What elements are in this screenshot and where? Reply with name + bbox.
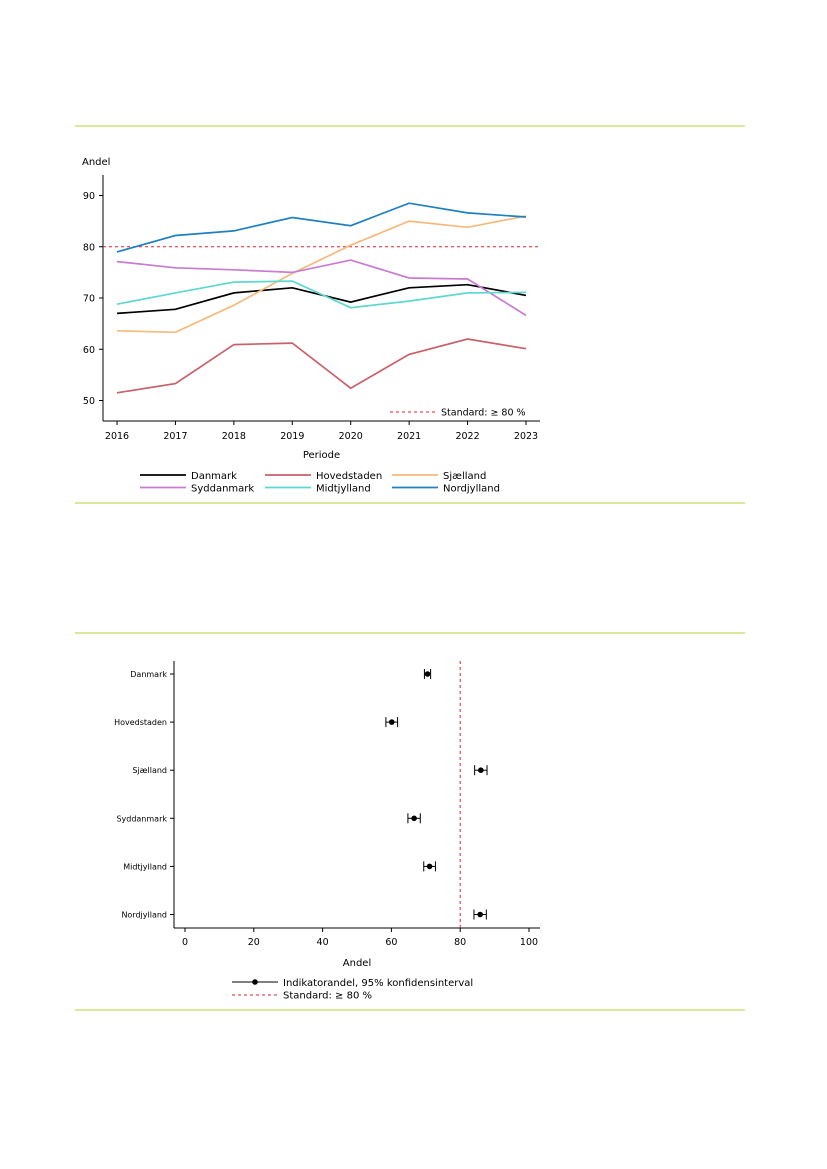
x-axis-label: Andel <box>343 958 371 969</box>
x-tick-label: 2021 <box>397 431 421 442</box>
x-tick-label: 2016 <box>105 431 129 442</box>
legend-standard-label: Standard: ≥ 80 % <box>283 991 372 1002</box>
x-tick-label: 2020 <box>339 431 363 442</box>
point-estimate <box>478 767 484 773</box>
legend-ci-label: Indikatorandel, 95% konfidensinterval <box>283 978 473 989</box>
legend-label: Syddanmark <box>191 484 254 495</box>
point-estimate <box>424 671 431 677</box>
x-tick-label: 2018 <box>222 431 246 442</box>
y-tick-label: 90 <box>83 191 95 202</box>
point-estimate <box>477 911 483 918</box>
legend-label: Nordjylland <box>443 484 500 495</box>
point-estimate <box>426 863 433 870</box>
y-tick-label: 80 <box>83 242 95 253</box>
category-label: Nordjylland <box>121 911 167 920</box>
series-line-hovedstaden <box>116 338 527 394</box>
legend-standard-label: Standard: ≥ 80 % <box>441 408 526 419</box>
x-tick-label: 2022 <box>455 431 479 442</box>
divider-rule <box>75 1009 745 1011</box>
x-tick-label: 2017 <box>163 431 187 442</box>
category-label: Danmark <box>130 670 167 679</box>
x-tick-label: 0 <box>182 937 188 948</box>
divider-rule <box>75 502 745 504</box>
y-tick-label: 70 <box>83 294 95 305</box>
series-line-midtjylland <box>116 280 527 309</box>
series-line-nordjylland <box>116 202 527 253</box>
legend-point-swatch <box>252 979 258 985</box>
legend-label: Sjælland <box>443 471 486 482</box>
legend-label: Danmark <box>191 471 237 482</box>
point-estimate <box>411 815 417 822</box>
legend-label: Midtjylland <box>316 484 371 495</box>
y-tick-label: 60 <box>83 345 95 356</box>
category-label: Sjælland <box>132 766 167 775</box>
category-label: Hovedstaden <box>114 718 167 727</box>
series-line-syddanmark <box>116 259 527 317</box>
legend-label: Hovedstaden <box>316 471 382 482</box>
divider-rule <box>75 632 745 634</box>
divider-rule <box>75 125 745 127</box>
series-line-sjælland <box>116 215 527 334</box>
x-tick-label: 60 <box>385 937 397 948</box>
category-label: Midtjylland <box>123 862 167 871</box>
x-axis-label: Periode <box>303 450 340 461</box>
x-tick-label: 100 <box>520 937 538 948</box>
x-tick-label: 40 <box>317 937 329 948</box>
point-estimate <box>388 719 395 725</box>
category-label: Syddanmark <box>116 814 167 823</box>
x-tick-label: 20 <box>248 937 260 948</box>
y-axis-label: Andel <box>82 157 110 168</box>
x-tick-label: 2023 <box>514 431 538 442</box>
y-tick-label: 50 <box>83 396 95 407</box>
x-tick-label: 80 <box>454 937 466 948</box>
x-tick-label: 2019 <box>280 431 304 442</box>
